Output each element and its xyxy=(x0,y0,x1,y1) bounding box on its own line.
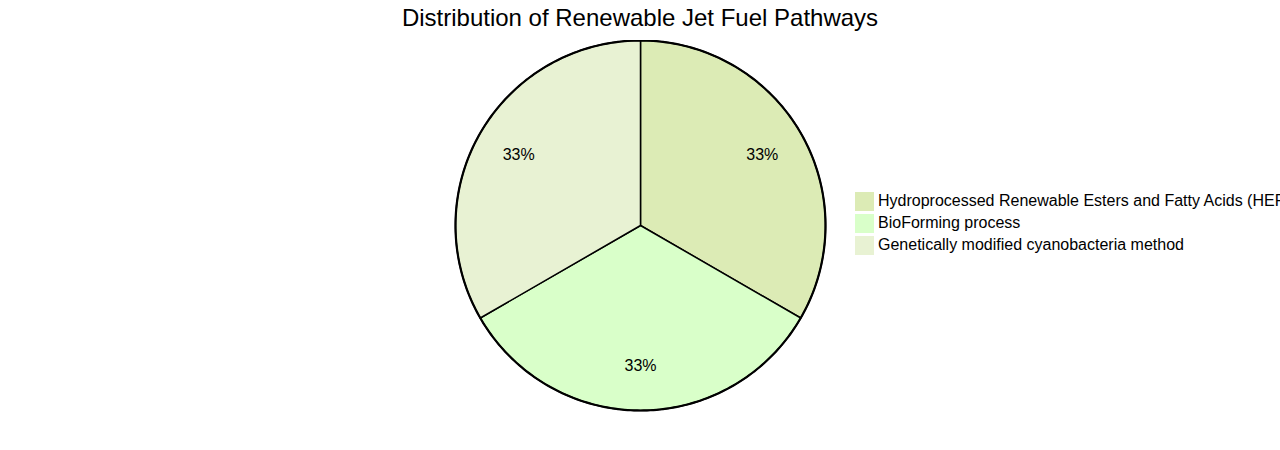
svg-text:33%: 33% xyxy=(746,146,778,163)
svg-text:33%: 33% xyxy=(624,357,656,374)
svg-text:33%: 33% xyxy=(503,146,535,163)
html-text:Genetically modified cyanobact: Genetically modified cyanobacteria metho… xyxy=(878,236,1184,253)
html-text:Distribution of Renewable Jet: Distribution of Renewable Jet Fuel Pathw… xyxy=(401,4,879,31)
html-text:BioForming process: BioForming process xyxy=(878,214,1021,231)
